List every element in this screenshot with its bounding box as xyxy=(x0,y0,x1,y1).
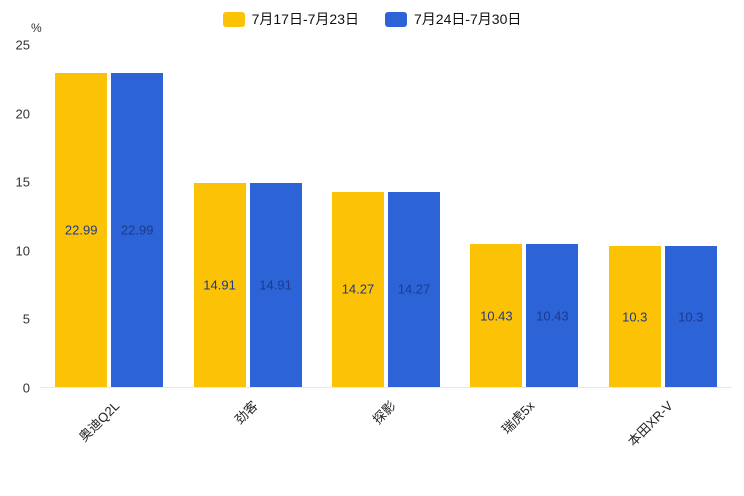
legend-label-series2: 7月24日-7月30日 xyxy=(414,11,522,27)
legend: 7月17日-7月23日 7月24日-7月30日 xyxy=(0,9,744,29)
bar-value-label: 14.27 xyxy=(397,281,431,297)
bar-group: 10.43 10.43 xyxy=(470,45,579,387)
bar-group: 10.3 10.3 xyxy=(608,45,717,387)
bar-series1: 14.27 xyxy=(331,191,384,387)
x-axis-labels: 奥迪Q2L 劲客 探影 瑞虎5x 本田XR-V xyxy=(40,392,732,482)
x-axis-label: 本田XR-V xyxy=(624,398,676,450)
bar-value-label: 10.3 xyxy=(622,309,648,325)
bar-value-label: 10.43 xyxy=(480,308,513,324)
bar-series1: 14.91 xyxy=(193,183,246,387)
y-tick-label: 5 xyxy=(22,311,30,327)
legend-item-series2[interactable]: 7月24日-7月30日 xyxy=(385,9,521,29)
y-tick-label: 15 xyxy=(15,174,30,190)
bar-value-label: 10.43 xyxy=(536,308,569,324)
bar-value-label: 22.99 xyxy=(120,222,154,238)
bar-group: 14.27 14.27 xyxy=(331,45,440,387)
bar-value-label: 14.91 xyxy=(203,277,236,293)
bar-series1: 10.3 xyxy=(608,246,661,387)
x-axis-label: 奥迪Q2L xyxy=(75,398,122,445)
bar-series2: 22.99 xyxy=(111,72,164,387)
plot-area: 22.99 22.99 14.91 14.91 14.27 14.27 10.43 10.43… xyxy=(40,45,732,388)
bar-value-label: 14.91 xyxy=(259,277,292,293)
bar-value-label: 10.3 xyxy=(678,309,704,325)
x-axis-label: 探影 xyxy=(369,398,399,428)
legend-item-series1[interactable]: 7月17日-7月23日 xyxy=(222,9,359,29)
bar-series2: 10.3 xyxy=(664,246,717,387)
legend-swatch-series1 xyxy=(222,11,245,27)
y-axis: 0 5 10 15 20 25 xyxy=(0,38,34,396)
y-tick-label: 10 xyxy=(15,243,30,259)
bar-series2: 10.43 xyxy=(526,244,579,387)
legend-label-series1: 7月17日-7月23日 xyxy=(251,11,359,27)
y-tick-label: 20 xyxy=(15,106,30,122)
bar-series2: 14.27 xyxy=(387,191,440,387)
bar-group: 14.91 14.91 xyxy=(193,45,302,387)
x-axis-label: 瑞虎5x xyxy=(498,398,538,437)
y-tick-label: 25 xyxy=(15,37,30,53)
bar-series2: 14.91 xyxy=(249,183,302,387)
bar-group: 22.99 22.99 xyxy=(55,45,164,387)
legend-swatch-series2 xyxy=(385,11,407,27)
bar-value-label: 22.99 xyxy=(64,222,98,238)
y-tick-label: 0 xyxy=(22,380,30,396)
bar-series1: 10.43 xyxy=(470,244,523,387)
x-axis-label: 劲客 xyxy=(231,398,261,428)
bar-series1: 22.99 xyxy=(55,72,108,387)
bar-value-label: 14.27 xyxy=(341,281,375,297)
y-axis-unit-label: % xyxy=(31,21,42,35)
